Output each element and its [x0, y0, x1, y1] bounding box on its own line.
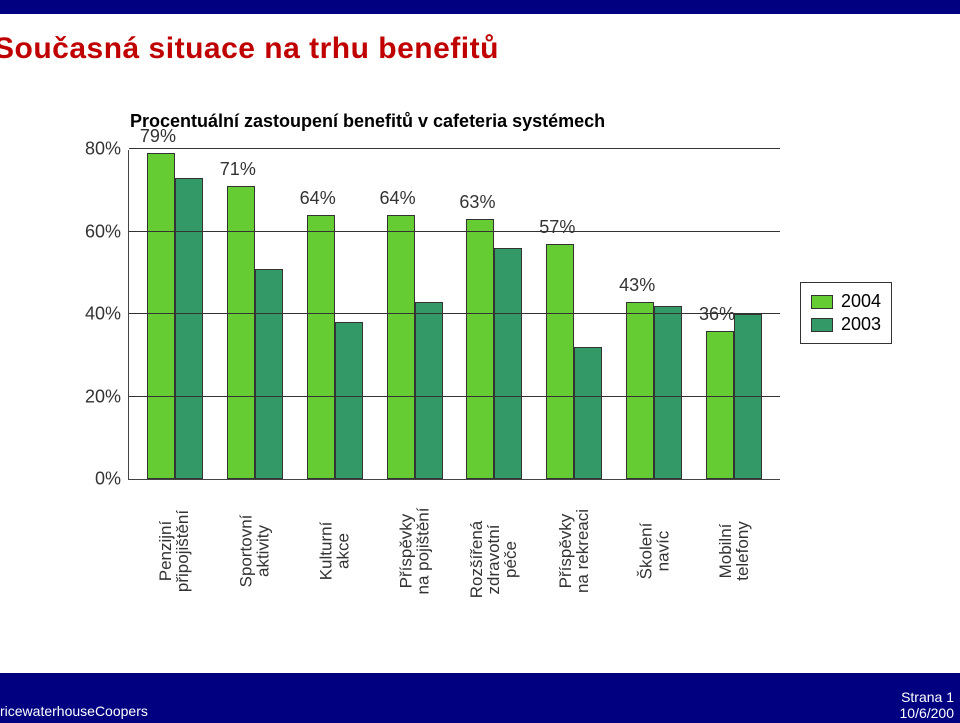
- x-axis-labels: Penzijnípřipojištění Sportovníaktivity Kul…: [128, 486, 780, 596]
- x-label-cell: Mobilnítelefony: [703, 486, 765, 596]
- legend-label-2003: 2003: [841, 314, 881, 335]
- legend: 2004 2003: [800, 282, 892, 344]
- bar: [175, 178, 203, 479]
- x-label-cell: Příspěvkyna pojištění: [383, 486, 445, 596]
- slide-content: Současná situace na trhu benefitů Procen…: [0, 14, 960, 596]
- bar-group: 36%: [703, 314, 765, 479]
- slide-title: Současná situace na trhu benefitů: [0, 32, 960, 66]
- bar: [626, 302, 654, 479]
- value-label: 64%: [380, 188, 416, 209]
- legend-swatch-2003: [811, 318, 833, 332]
- value-label: 64%: [300, 188, 336, 209]
- value-label: 71%: [220, 159, 256, 180]
- bar-group: 64%: [384, 215, 446, 479]
- bar-group: 57%: [543, 244, 605, 479]
- bar: [654, 306, 682, 479]
- x-label: Penzijnípřipojištění: [157, 510, 191, 592]
- gridline: [129, 396, 780, 397]
- x-label: Sportovníaktivity: [237, 515, 271, 588]
- footer-date: 10/6/200: [900, 705, 955, 721]
- bar: [307, 215, 335, 479]
- y-tick-label: 0%: [71, 469, 121, 490]
- x-label: Příspěvkyna pojištění: [397, 508, 431, 595]
- legend-label-2004: 2004: [841, 291, 881, 312]
- gridline: [129, 313, 780, 314]
- bar: [574, 347, 602, 479]
- legend-item-2003: 2003: [811, 314, 881, 335]
- slide-subtitle: Procentuální zastoupení benefitů v cafet…: [130, 111, 960, 132]
- bar: [255, 269, 283, 479]
- x-label: Kulturníakce: [317, 522, 351, 581]
- legend-item-2004: 2004: [811, 291, 881, 312]
- bar: [335, 322, 363, 479]
- y-tick-label: 60%: [71, 221, 121, 242]
- bar: [494, 248, 522, 479]
- y-tick-label: 20%: [71, 386, 121, 407]
- value-label: 63%: [459, 192, 495, 213]
- value-label: 79%: [140, 126, 176, 147]
- header-strip: [0, 0, 960, 14]
- x-label: Příspěvkyna rekreaci: [557, 509, 591, 593]
- value-label: 57%: [539, 217, 575, 238]
- legend-swatch-2004: [811, 295, 833, 309]
- x-label: Školenínavíc: [637, 523, 671, 580]
- bar-group: 64%: [304, 215, 366, 479]
- plot-area: 79%71%64%64%63%57%43%36% 2004 2003 0%20%…: [128, 150, 780, 480]
- x-label-cell: Rozšířenázdravotnípéče: [463, 486, 525, 596]
- x-label-cell: Sportovníaktivity: [223, 486, 285, 596]
- bar: [734, 314, 762, 479]
- bar-group: 43%: [623, 302, 685, 479]
- footer-bar: ricewaterhouseCoopers Strana 1 10/6/200: [0, 673, 960, 723]
- bar-group: 63%: [463, 219, 525, 479]
- bar: [546, 244, 574, 479]
- x-label-cell: Příspěvkyna rekreaci: [543, 486, 605, 596]
- chart-container: 79% 71% 64% 64% 63% 57% 43% 36% 2004 2003 0% 20%…: [60, 150, 900, 596]
- x-label-cell: Penzijnípřipojištění: [143, 486, 205, 596]
- gridline: [129, 231, 780, 232]
- bar: [466, 219, 494, 479]
- bars-row: 79% 71% 64% 64% 63% 57% 43% 36%: [129, 150, 780, 479]
- x-label: Rozšířenázdravotnípéče: [469, 521, 520, 598]
- value-label: 43%: [619, 275, 655, 296]
- value-label: 36%: [699, 304, 735, 325]
- gridline: [129, 148, 780, 149]
- footer-page: Strana 1: [901, 689, 954, 705]
- x-label: Mobilnítelefony: [717, 521, 751, 581]
- x-label-cell: Kulturníakce: [303, 486, 365, 596]
- y-tick-label: 80%: [71, 139, 121, 160]
- bar: [147, 153, 175, 479]
- bar: [415, 302, 443, 479]
- y-tick-label: 40%: [71, 304, 121, 325]
- x-label-cell: Školenínavíc: [623, 486, 685, 596]
- bar: [387, 215, 415, 479]
- bar-group: 79%: [144, 153, 206, 479]
- bar: [706, 331, 734, 480]
- footer-company: ricewaterhouseCoopers: [0, 703, 148, 719]
